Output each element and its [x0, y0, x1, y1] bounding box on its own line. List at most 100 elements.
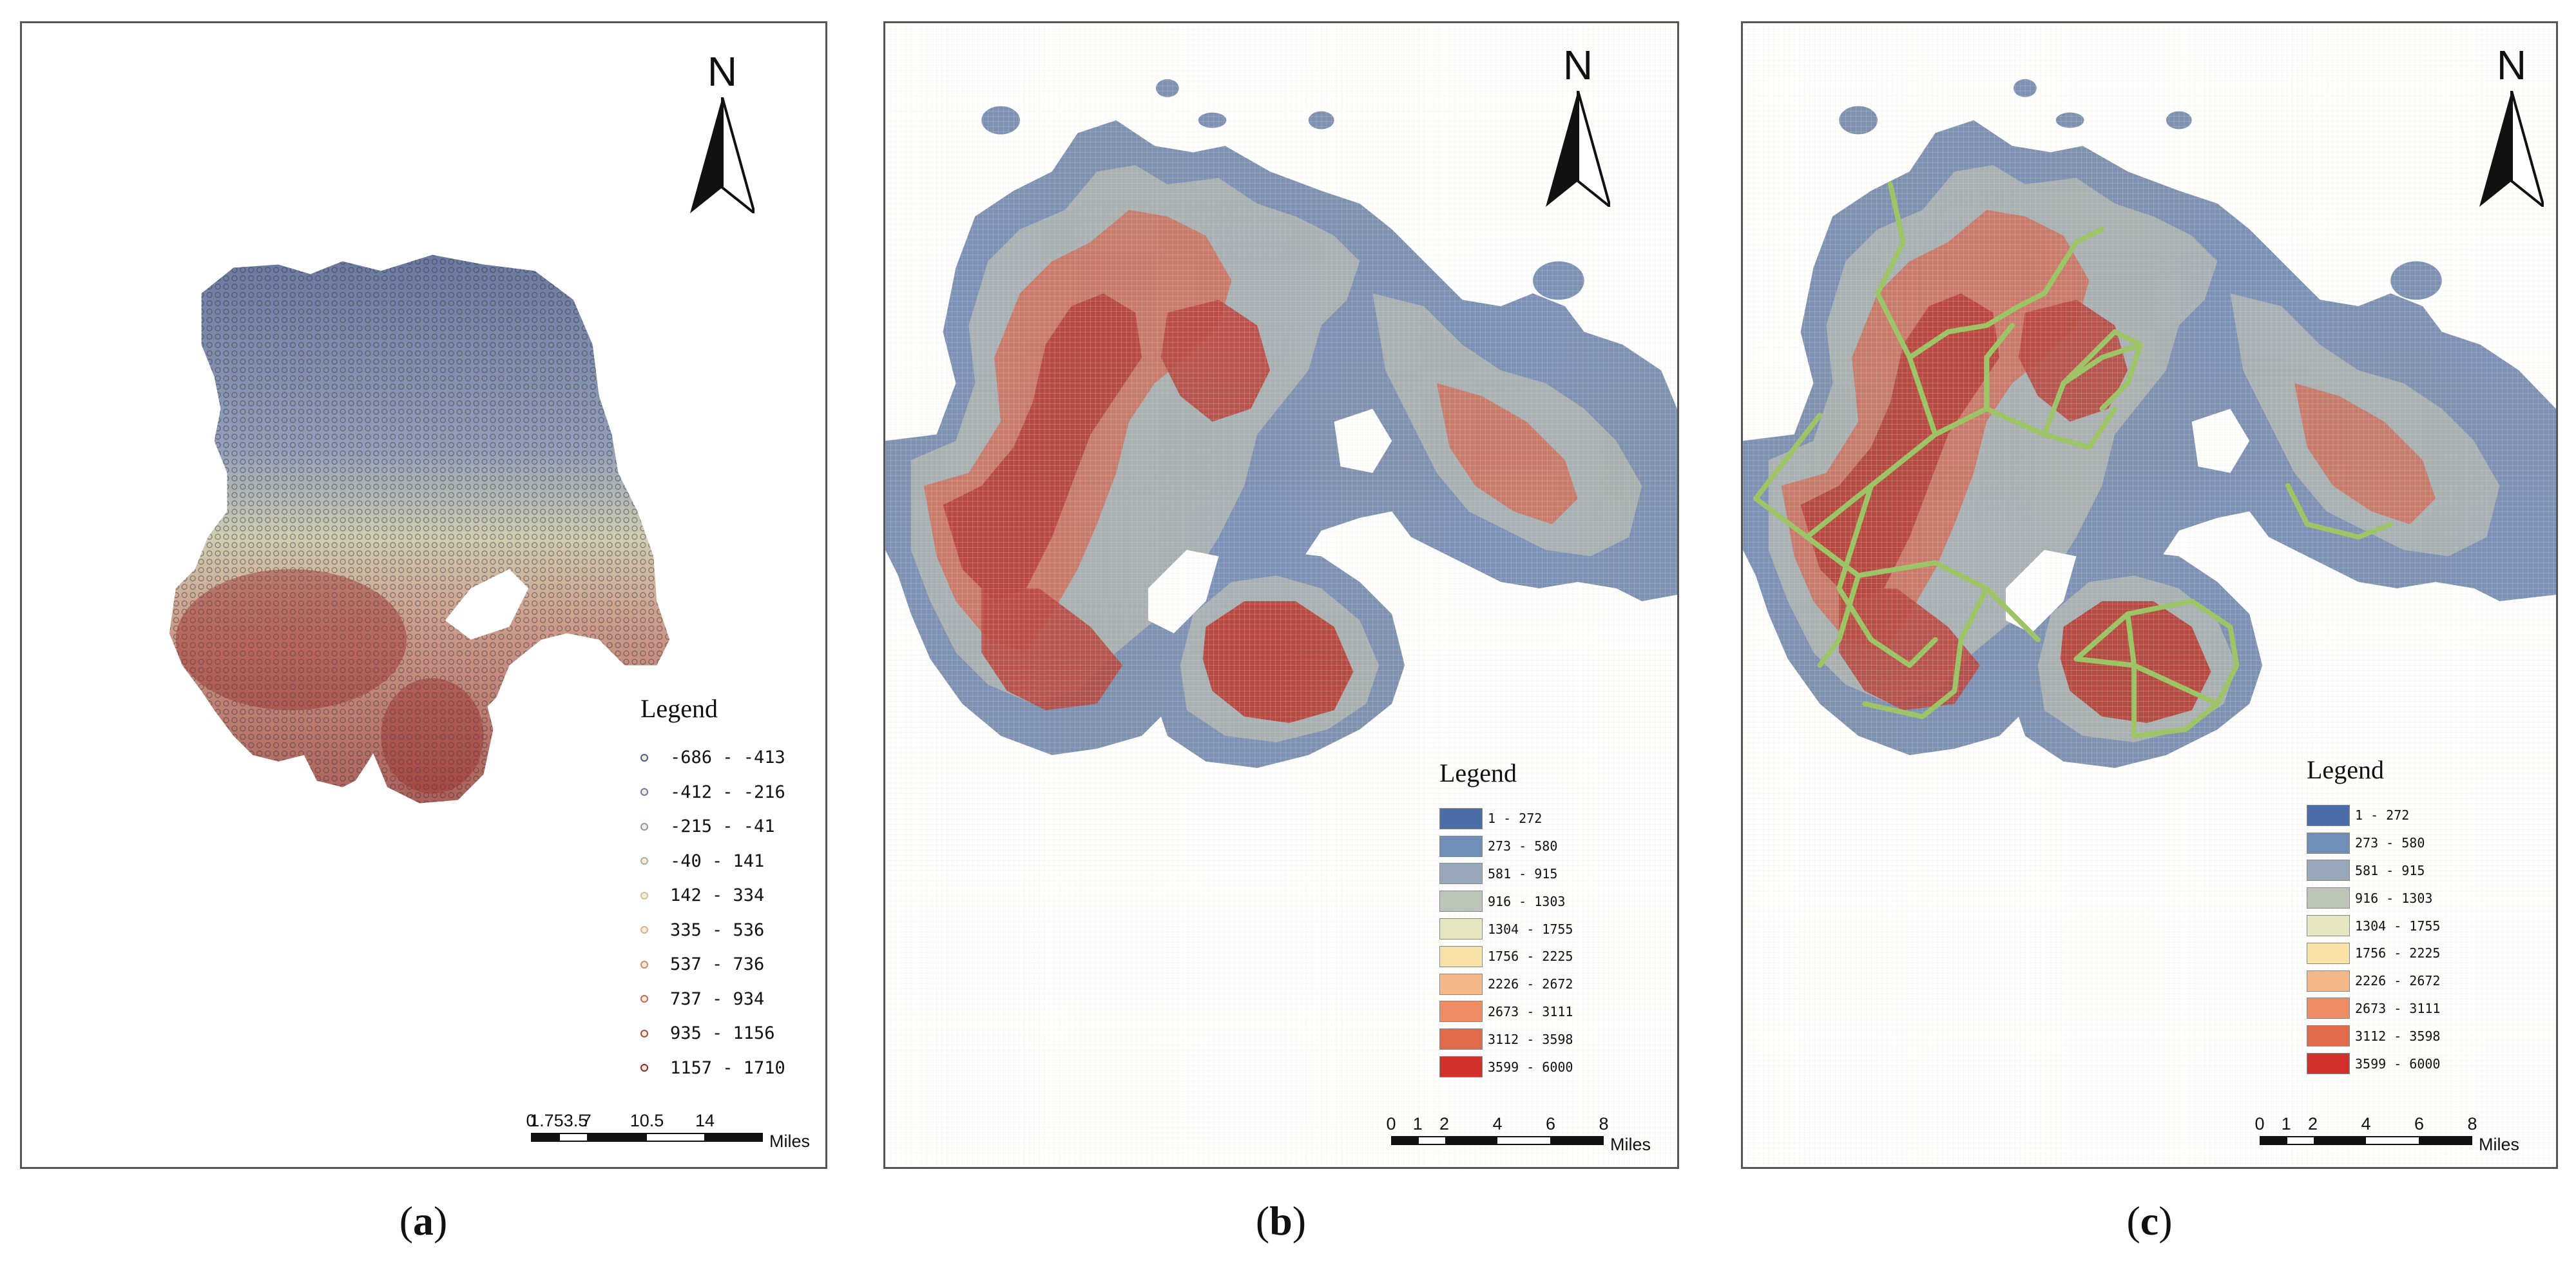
legend-item-label: 916 - 1303	[1488, 893, 1566, 909]
map-panel-a: N Legend -686 - -413 -412 - -216 -215 - -4…	[20, 21, 827, 1169]
scale-bar-graphic	[1391, 1136, 1604, 1145]
legend-color-swatch	[1439, 891, 1483, 912]
legend-color-swatch	[2307, 942, 2350, 964]
scale-tick-label: 14	[695, 1111, 715, 1130]
legend-item-label: 2673 - 3111	[2355, 1000, 2441, 1016]
north-arrow-icon	[690, 97, 755, 213]
legend-item: 1304 - 1755	[1439, 915, 1573, 943]
scale-tick-label: 0	[526, 1111, 536, 1130]
legend-item-label: -412 - -216	[670, 782, 785, 802]
legend-title: Legend	[1439, 758, 1517, 787]
scale-tick-label: 7	[581, 1111, 591, 1130]
caption-letter: c	[2140, 1198, 2159, 1244]
legend-item-label: 581 - 915	[2355, 862, 2425, 878]
north-arrow-icon	[1546, 91, 1610, 207]
legend-color-swatch	[1439, 1028, 1483, 1050]
north-arrow-c: N	[2470, 43, 2553, 210]
caption-close: )	[434, 1198, 448, 1244]
legend-item: 273 - 580	[1439, 833, 1573, 860]
scale-tick-label: 8	[2467, 1114, 2477, 1133]
legend-color-swatch	[1439, 918, 1483, 940]
scale-tick-label: 6	[1545, 1114, 1556, 1133]
legend-item: 335 - 536	[640, 913, 785, 948]
legend-item: 1 - 272	[1439, 805, 1573, 833]
heat-surface	[885, 24, 1677, 1166]
scale-tick-label: 0	[1386, 1114, 1396, 1133]
legend-title: Legend	[2307, 755, 2384, 784]
legend-item: 1756 - 2225	[1439, 943, 1573, 970]
legend-item: 3599 - 6000	[2307, 1050, 2440, 1077]
legend-color-swatch	[2307, 804, 2350, 826]
legend-color-swatch	[2307, 860, 2350, 882]
legend-item: 2226 - 2672	[2307, 967, 2440, 995]
legend-item-label: 3599 - 6000	[1488, 1059, 1573, 1075]
legend-item: 2673 - 3111	[2307, 995, 2440, 1023]
legend-color-swatch	[1439, 1001, 1483, 1023]
legend-item: 2673 - 3111	[1439, 998, 1573, 1026]
caption-open: (	[1255, 1198, 1270, 1244]
legend-point-symbol	[640, 891, 648, 900]
legend-color-swatch	[2307, 832, 2350, 854]
legend-color-swatch	[1439, 945, 1483, 967]
density-heat-map-with-routes	[1743, 24, 2556, 1166]
legend-item-label: 3112 - 3598	[1488, 1031, 1573, 1047]
legend-color-swatch	[2307, 970, 2350, 992]
caption-a: (a)	[399, 1197, 448, 1245]
legend-item: -215 - -41	[640, 809, 785, 844]
legend-color-swatch	[2307, 1025, 2350, 1047]
legend-item-label: 142 - 334	[670, 885, 765, 906]
legend-item: 2226 - 2672	[1439, 970, 1573, 998]
legend-item-label: -215 - -41	[670, 816, 775, 837]
legend-item-label: 3599 - 6000	[2355, 1056, 2441, 1072]
scale-tick-label: 4	[2361, 1114, 2371, 1133]
legend-item: 581 - 915	[2307, 857, 2440, 885]
legend-item-label: -686 - -413	[670, 747, 785, 768]
scale-bar-graphic	[2260, 1136, 2472, 1145]
scale-tick-label: 4	[1492, 1114, 1503, 1133]
legend-color-swatch	[2307, 915, 2350, 937]
legend-item: 935 - 1156	[640, 1016, 785, 1051]
legend-item-label: 273 - 580	[1488, 838, 1558, 854]
legend-point-symbol	[640, 822, 648, 831]
legend-item-label: 2226 - 2672	[2355, 973, 2441, 989]
legend-item-label: 335 - 536	[670, 920, 765, 940]
scale-unit: Miles	[2479, 1135, 2520, 1154]
scale-tick-label: 1.753.5	[530, 1111, 588, 1130]
legend-point-symbol	[640, 960, 648, 969]
legend-item-label: 273 - 580	[2355, 835, 2425, 851]
caption-letter: a	[413, 1198, 434, 1244]
legend-item: 916 - 1303	[1439, 887, 1573, 915]
legend-item-label: 1756 - 2225	[1488, 949, 1573, 965]
legend-item: -686 - -413	[640, 740, 785, 775]
legend-item-label: 935 - 1156	[670, 1023, 775, 1044]
caption-open: (	[2126, 1198, 2140, 1244]
legend-item-label: 1304 - 1755	[2355, 918, 2441, 934]
north-arrow-icon	[2479, 91, 2544, 207]
legend-item: 142 - 334	[640, 878, 785, 913]
legend-item-label: 581 - 915	[1488, 865, 1558, 882]
legend-title: Legend	[640, 694, 718, 723]
legend-item: 273 - 580	[2307, 829, 2440, 857]
caption-b: (b)	[1256, 1197, 1306, 1245]
north-label: N	[1562, 42, 1593, 88]
north-arrow-a: N	[680, 49, 764, 217]
caption-close: )	[1292, 1198, 1307, 1244]
point-grid-map	[169, 255, 670, 804]
legend-color-swatch	[1439, 835, 1483, 857]
scale-tick-label: 8	[1599, 1114, 1609, 1133]
scale-tick-label: 0	[2254, 1114, 2265, 1133]
legend-point-symbol	[640, 788, 648, 796]
legend-item-label: 1756 - 2225	[2355, 945, 2441, 961]
legend-c: Legend 1 - 272 273 - 580 581 - 915 916 - 13…	[2307, 755, 2440, 1077]
north-label: N	[2496, 42, 2527, 88]
caption-open: (	[399, 1198, 413, 1244]
caption-c: (c)	[2126, 1197, 2172, 1245]
legend-item: 737 - 934	[640, 982, 785, 1017]
legend-item: 1 - 272	[2307, 802, 2440, 829]
legend-color-swatch	[2307, 1053, 2350, 1075]
legend-item: 1157 - 1710	[640, 1051, 785, 1086]
legend-b: Legend 1 - 272 273 - 580 581 - 915 916 - 13…	[1439, 758, 1573, 1081]
legend-item: 3599 - 6000	[1439, 1053, 1573, 1081]
legend-point-symbol	[640, 926, 648, 934]
legend-item-label: 916 - 1303	[2355, 890, 2433, 906]
